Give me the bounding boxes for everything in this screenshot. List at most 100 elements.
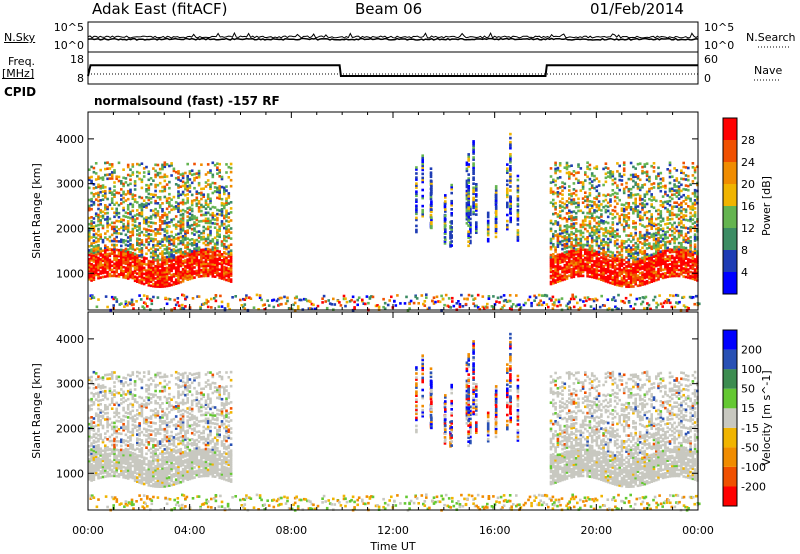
power-cell [154, 163, 157, 167]
power-cell [117, 248, 121, 252]
power-cell [600, 270, 603, 273]
power-cell [509, 161, 512, 164]
power-cell [572, 273, 576, 277]
power-cell [129, 216, 132, 220]
power-cell [184, 273, 187, 276]
power-cell [168, 186, 171, 190]
power-cell [472, 210, 475, 214]
power-cell [154, 281, 157, 284]
power-cell [161, 261, 164, 264]
power-cell [179, 260, 183, 264]
velocity-cell [97, 423, 100, 427]
power-cell [415, 186, 418, 189]
power-cell [691, 265, 695, 269]
power-cell [469, 221, 472, 225]
power-cell [554, 205, 557, 209]
power-cell [108, 189, 112, 192]
power-cell [629, 283, 633, 286]
power-cell [657, 174, 660, 178]
power-cell [145, 202, 148, 205]
power-cell [220, 267, 224, 270]
power-cell [177, 184, 180, 187]
power-cell [99, 235, 102, 238]
power-cell [588, 253, 592, 256]
power-cell [213, 271, 217, 274]
power-cell [648, 210, 651, 213]
power-cell [129, 245, 132, 248]
power-cell [149, 215, 153, 218]
power-cell [568, 237, 571, 241]
power-cell [131, 165, 135, 168]
power-cell [657, 222, 660, 226]
power-cell [97, 268, 100, 272]
power-cell [602, 248, 605, 251]
power-cell [604, 269, 608, 273]
power-cell [563, 216, 567, 220]
power-cell [616, 259, 619, 263]
power-cell [94, 265, 98, 269]
power-cell [88, 168, 91, 171]
power-cell [689, 248, 692, 251]
power-cell [597, 180, 601, 183]
power-cell [613, 254, 617, 257]
power-cell [97, 223, 100, 227]
power-cell [133, 184, 137, 187]
power-cell [181, 274, 185, 277]
power-cell [633, 302, 637, 306]
power-cell [154, 250, 157, 253]
power-cell [611, 229, 615, 232]
power-cell [108, 254, 112, 258]
power-cell [684, 174, 688, 177]
power-cell [618, 188, 621, 192]
power-cell [172, 195, 176, 199]
power-cell [435, 295, 439, 299]
power-cell [223, 214, 226, 218]
power-cell [509, 216, 512, 220]
power-cell [622, 169, 626, 173]
power-cell [469, 229, 472, 233]
power-cell [572, 182, 576, 185]
power-cell [691, 250, 695, 254]
power-cell [563, 253, 567, 257]
power-cell [138, 244, 141, 247]
power-cell [90, 228, 93, 231]
power-cell [691, 296, 695, 299]
power-cell [193, 239, 196, 242]
power-cell [638, 297, 642, 300]
power-cell [684, 275, 688, 279]
power-cell [629, 234, 633, 237]
power-cell [174, 205, 178, 208]
power-cell [666, 216, 669, 219]
power-cell [444, 200, 447, 203]
velocity-cell [92, 421, 96, 424]
power-cell [403, 302, 407, 305]
power-cell [682, 236, 685, 239]
power-cell [108, 268, 112, 272]
power-cell [90, 265, 93, 268]
power-cell [595, 227, 599, 231]
power-cell [558, 206, 562, 209]
power-cell [668, 250, 672, 254]
power-cell [636, 278, 640, 282]
power-cell [577, 179, 580, 182]
power-cell [122, 184, 125, 188]
power-cell [659, 204, 663, 207]
power-cell [211, 246, 215, 249]
power-cell [97, 262, 100, 266]
power-cell [177, 248, 180, 252]
power-cell [627, 252, 631, 255]
power-cell [154, 267, 157, 270]
power-cell [345, 300, 349, 304]
power-cell [443, 236, 447, 239]
power-cell [565, 265, 569, 268]
power-cell [486, 229, 490, 233]
power-cell [181, 222, 185, 226]
power-cell [122, 190, 125, 194]
power-cell [440, 294, 443, 298]
power-cell [634, 181, 637, 184]
power-cell [677, 245, 681, 249]
power-cell [152, 270, 155, 274]
power-cell [549, 229, 553, 233]
power-cell [200, 205, 203, 209]
power-cell [444, 208, 447, 211]
